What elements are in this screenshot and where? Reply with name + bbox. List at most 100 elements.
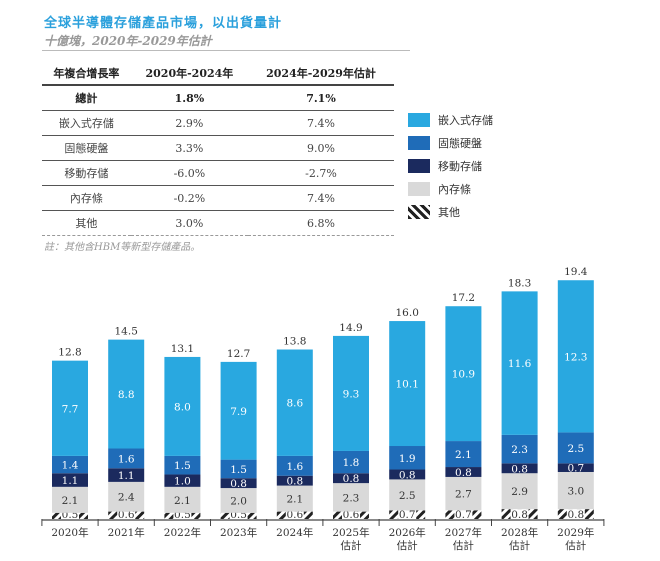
bar-segment (445, 306, 482, 442)
total-label: 17.2 (452, 292, 475, 304)
bar-segment (389, 469, 426, 480)
data-label: 8.8 (118, 389, 135, 401)
data-label: 0.7 (567, 463, 584, 475)
data-label: 0.6 (118, 509, 135, 521)
total-label: 13.8 (283, 336, 306, 348)
chart-title: 全球半導體存儲產品市場，以出貨量計 (44, 16, 283, 31)
table-cell: 7.1% (248, 85, 394, 111)
data-label: 2.7 (455, 489, 472, 501)
legend: 嵌入式存儲 固態硬盤 移動存儲 內存條 其他 (408, 108, 493, 223)
bar-segment (389, 479, 426, 511)
data-label: 2.5 (399, 490, 416, 502)
bar-segment (333, 335, 369, 451)
table-cell: 嵌入式存儲 (42, 110, 131, 136)
data-label: 1.0 (174, 476, 191, 488)
table-row: 固態硬盤 3.3% 9.0% (42, 135, 394, 161)
x-tick-label: 估計 (509, 539, 530, 552)
x-tick-label: 2028年 (501, 526, 538, 539)
data-label: 2.1 (62, 495, 79, 507)
table-cell: 6.8% (248, 210, 394, 236)
x-tick-label: 2023年 (220, 526, 257, 539)
bar-segment (501, 473, 538, 510)
bar-segment (276, 485, 313, 512)
legend-item: 固態硬盤 (408, 131, 493, 154)
legend-label: 移動存儲 (438, 159, 482, 173)
legend-label: 嵌入式存儲 (438, 113, 493, 127)
legend-item: 內存條 (408, 177, 493, 200)
data-label: 1.6 (118, 453, 135, 465)
data-label-bg (285, 511, 304, 519)
bar-segment (108, 448, 145, 469)
x-tick-label: 2027年 (445, 526, 482, 539)
chart-subtitle: 十億塊，2020年-2029年估計 (44, 34, 212, 48)
data-label: 0.8 (567, 509, 584, 521)
bar-segment (445, 441, 482, 468)
table-cell: 3.0% (130, 210, 249, 236)
total-label: 12.8 (58, 347, 81, 359)
table-cell: 7.4% (248, 185, 394, 211)
bar-segment (220, 459, 257, 479)
data-label-bg (117, 511, 136, 519)
data-label: 2.3 (511, 444, 528, 456)
bar-segment (276, 455, 313, 476)
bar-segment (52, 473, 88, 487)
table-cell: 固態硬盤 (42, 135, 131, 161)
table-cell: 9.0% (248, 135, 394, 161)
table-cell: -6.0% (130, 160, 249, 186)
total-label: 12.7 (227, 348, 250, 360)
bar-segment (108, 481, 145, 512)
bar-segment (557, 463, 594, 472)
bar-segment (501, 463, 538, 474)
x-tick-label: 2021年 (108, 526, 145, 539)
table-cell: 1.8% (130, 85, 249, 111)
bar-segment (557, 471, 594, 510)
bar-segment (52, 486, 88, 513)
data-label: 1.9 (399, 453, 416, 465)
data-label: 0.8 (511, 463, 528, 475)
data-label: 11.6 (508, 358, 532, 370)
table-row: 內存條 -0.2% 7.4% (42, 185, 394, 211)
x-tick-label: 2029年 (557, 526, 594, 539)
data-label: 7.7 (62, 403, 79, 415)
bar-segment (220, 361, 257, 460)
table-row: 總計 1.8% 7.1% (42, 85, 394, 111)
bar-segment (276, 349, 313, 456)
footnote: 註：其他含HBM等新型存儲產品。 (44, 242, 201, 253)
data-label: 2.9 (511, 486, 528, 498)
bar-segment (389, 446, 426, 470)
column-header: 年複合增長率 (42, 62, 131, 86)
data-label: 1.1 (62, 475, 79, 487)
legend-label: 內存條 (438, 182, 471, 196)
data-label: 0.6 (286, 509, 303, 521)
bar-segment (557, 280, 594, 433)
data-label: 9.3 (343, 388, 360, 400)
data-label: 0.6 (343, 509, 360, 521)
bar-segment (501, 291, 538, 435)
bar-segment (220, 488, 257, 513)
column-header: 2020年-2024年 (130, 62, 249, 86)
bar-segment (445, 467, 482, 477)
bar-segment (220, 478, 257, 489)
bar-segment (164, 486, 201, 513)
table-cell: 2.9% (130, 110, 249, 136)
data-label-bg (510, 509, 529, 519)
data-label: 1.6 (286, 461, 303, 473)
total-label: 19.4 (564, 266, 588, 278)
data-label: 10.9 (452, 369, 475, 381)
bar-segment (52, 455, 88, 474)
data-label: 1.5 (230, 464, 247, 476)
divider (42, 50, 410, 51)
data-label: 8.6 (286, 398, 303, 410)
bar-segment (389, 321, 426, 447)
data-label: 2.4 (118, 492, 135, 504)
table-row: 嵌入式存儲 2.9% 7.4% (42, 110, 394, 136)
bar-segment (52, 360, 88, 456)
x-tick-label: 估計 (453, 539, 474, 552)
x-tick-label: 2020年 (51, 526, 88, 539)
bar-segment (333, 473, 369, 484)
legend-item: 移動存儲 (408, 154, 493, 177)
total-label: 13.1 (171, 343, 194, 355)
total-label: 14.9 (339, 322, 362, 334)
